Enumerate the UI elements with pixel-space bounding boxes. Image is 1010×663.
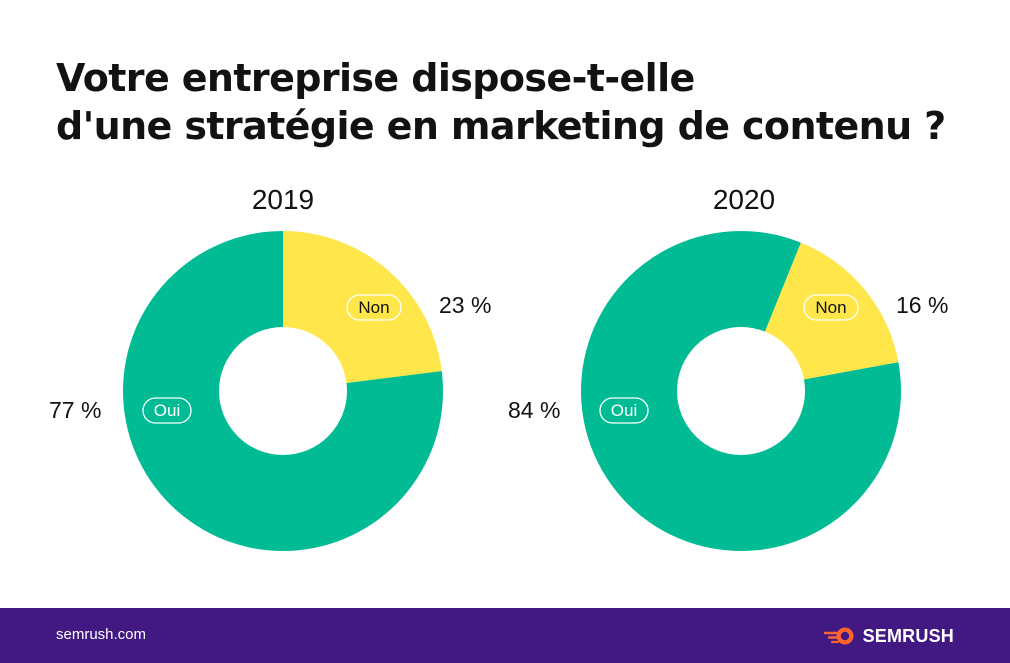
slice-label-2020-non: Non: [815, 298, 846, 317]
value-label-2019-oui: 77 %: [49, 397, 101, 423]
slice-label-2019-non: Non: [358, 298, 389, 317]
chart-title-line-1: Votre entreprise dispose-t-elle: [56, 56, 695, 100]
donut-hole-2020: [677, 327, 805, 455]
donut-chart-2020: 2020 Non Oui 16 % 84 %: [508, 184, 948, 551]
donut-charts: 2019 Non Oui 23 % 77 % 2020 Non Oui 16 %…: [49, 184, 948, 551]
slice-label-2020-oui: Oui: [611, 401, 637, 420]
donut-hole-2019: [219, 327, 347, 455]
brand-name: SEMRUSH: [862, 625, 954, 646]
value-label-2020-non: 16 %: [896, 292, 948, 318]
label-pill-2019-non: [346, 294, 402, 321]
value-label-2019-non: 23 %: [439, 292, 491, 318]
semrush-fireball-icon: [823, 627, 854, 645]
label-pill-2019-oui: [142, 397, 192, 424]
value-label-2020-oui: 84 %: [508, 397, 560, 423]
chart-year-2019: 2019: [252, 184, 314, 215]
slice-label-2019-oui: Oui: [154, 401, 180, 420]
chart-title: Votre entreprise dispose-t-elle d'une st…: [56, 54, 956, 150]
label-pill-2020-non: [803, 294, 859, 321]
footer-url[interactable]: semrush.com: [56, 626, 147, 643]
label-pill-2020-oui: [599, 397, 649, 424]
semrush-logo[interactable]: SEMRUSH: [823, 624, 954, 648]
footer-bar: semrush.com SEMRUSH: [0, 608, 1010, 663]
donut-chart-2019: 2019 Non Oui 23 % 77 %: [49, 184, 491, 551]
chart-title-line-2: d'une stratégie en marketing de contenu …: [56, 104, 946, 148]
chart-year-2020: 2020: [713, 184, 775, 215]
